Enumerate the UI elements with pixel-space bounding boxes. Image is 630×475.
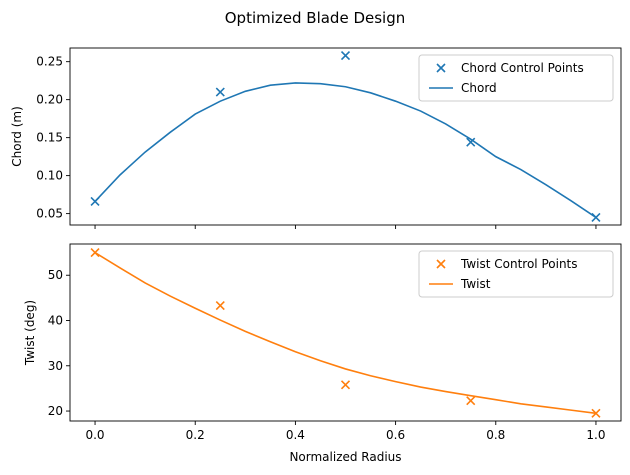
twist-xtick-label: 0.2 — [186, 428, 205, 442]
twist-xtick-label: 0.8 — [486, 428, 505, 442]
twist-legend: Twist Control Points Twist — [418, 250, 614, 298]
chord-ytick-label: 0.25 — [36, 55, 63, 69]
chord-legend: Chord Control Points Chord — [418, 54, 614, 102]
chord-line — [94, 82, 597, 219]
twist-control-point-marker — [591, 408, 601, 418]
twist-legend-label: Twist Control Points — [460, 257, 578, 271]
twist-line — [94, 251, 597, 415]
chord-ylabel: Chord (m) — [10, 106, 24, 167]
twist-legend-box — [418, 250, 614, 298]
twist-legend-marker-handle — [436, 259, 446, 269]
chord-legend-label: Chord Control Points — [461, 61, 584, 75]
chord-ytick-label: 0.20 — [36, 93, 63, 107]
twist-xlabel: Normalized Radius — [289, 450, 401, 464]
twist-ytick-label: 30 — [48, 359, 63, 373]
twist-xtick-label: 1.0 — [586, 428, 605, 442]
chord-axes-frame — [69, 47, 622, 226]
twist-xtick-label: 0.4 — [286, 428, 305, 442]
twist-ytick-label: 50 — [48, 268, 63, 282]
chord-control-point-marker — [340, 51, 351, 61]
chord-ytick-label: 0.10 — [36, 169, 63, 183]
twist-subplot: 20 30 40 50 0.0 0.2 0.4 0.6 0.8 1.0 Twist (deg) Nor… — [23, 243, 622, 464]
twist-xtick-label: 0.0 — [85, 428, 104, 442]
twist-control-point-marker — [340, 380, 351, 390]
chord-subplot: 0.05 0.10 0.15 0.20 0.25 Chord (m) Chord Contr… — [10, 47, 622, 229]
figure-title: Optimized Blade Design — [225, 9, 406, 27]
chord-ytick-label: 0.15 — [36, 131, 63, 145]
chord-legend-box — [418, 54, 614, 102]
twist-xtick-label: 0.6 — [386, 428, 405, 442]
chord-control-point-marker — [466, 137, 476, 147]
chord-ytick-label: 0.05 — [36, 207, 63, 221]
twist-control-point-marker — [466, 396, 476, 406]
chord-control-point-marker — [215, 87, 225, 97]
chord-legend-label: Chord — [461, 81, 497, 95]
twist-legend-label: Twist — [460, 277, 491, 291]
twist-control-point-marker — [215, 300, 225, 311]
twist-ylabel: Twist (deg) — [23, 300, 37, 366]
chord-legend-marker-handle — [436, 63, 446, 73]
twist-axes-frame — [69, 243, 622, 422]
twist-ytick-label: 20 — [48, 404, 63, 418]
twist-ytick-label: 40 — [48, 314, 63, 328]
twist-control-point-marker — [90, 248, 100, 258]
